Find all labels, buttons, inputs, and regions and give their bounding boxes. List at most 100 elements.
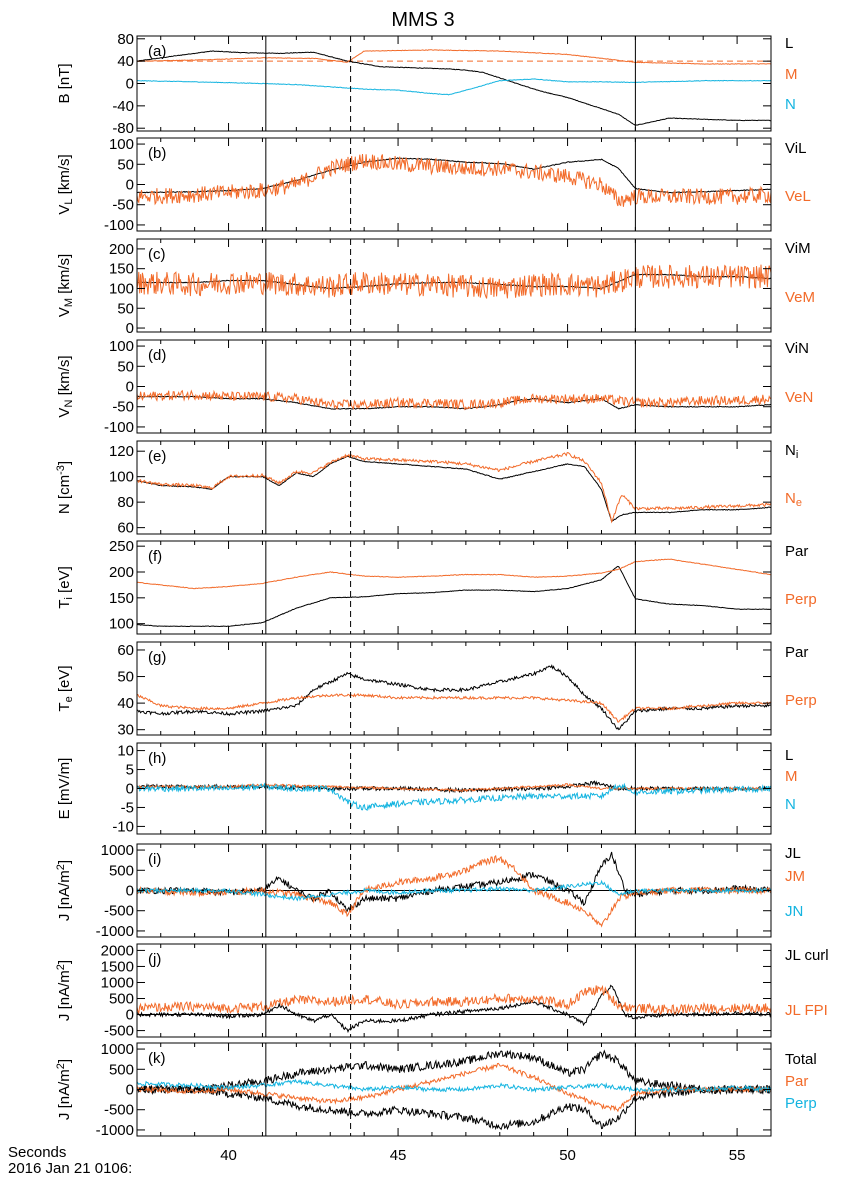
y-tick-label: -1000 — [96, 1122, 134, 1139]
panel-frame — [136, 943, 772, 1038]
panel-letter: (b) — [148, 145, 166, 162]
panel-letter: (g) — [148, 649, 166, 666]
legend-par: Par — [785, 543, 808, 560]
y-tick-label: 1000 — [101, 1041, 134, 1058]
series-par — [137, 1062, 771, 1113]
y-tick-label: 500 — [109, 991, 134, 1008]
panel-letter: (e) — [148, 448, 166, 465]
legend-jl-curl: JL curl — [785, 947, 829, 964]
panel-letter: (d) — [148, 347, 166, 364]
y-axis-label: VM [km/s] — [56, 254, 75, 317]
y-tick-label: 1000 — [101, 842, 134, 859]
y-axis-label: E [mV/m] — [56, 758, 73, 820]
panel-a: 80 40 0 -40 -80 (a) B [nT] LMN — [56, 31, 798, 137]
legend-par: Par — [785, 1073, 808, 1090]
panel-h: 10 5 0-5 -10 (h) E [mV/m] LMN — [56, 742, 798, 835]
series-m — [137, 49, 771, 65]
panel-letter: (a) — [148, 43, 166, 60]
series-perp — [137, 692, 771, 723]
series-ven — [137, 389, 771, 411]
y-tick-label: -500 — [104, 903, 134, 920]
footer-date: 2016 Jan 21 0106: — [8, 1160, 133, 1177]
panel-f: 250 200 150 100 (f) Ti [eV] Par Perp — [56, 538, 817, 635]
y-tick-label: -1000 — [96, 923, 134, 940]
legend-ven: VeN — [785, 389, 813, 406]
y-tick-label: -500 — [104, 1023, 134, 1040]
legend-perp: Perp — [785, 692, 817, 709]
panel-e: 120 100 80 60 (e) N [cm-3] Ni Ne — [55, 440, 802, 537]
series-n — [137, 78, 771, 96]
y-tick-label: 150 — [109, 261, 134, 278]
y-tick-label: 50 — [117, 300, 134, 317]
y-tick-label: 100 — [109, 338, 134, 355]
y-tick-label: 0 — [126, 76, 134, 93]
y-tick-label: 200 — [109, 241, 134, 258]
x-tick-label: 40 — [220, 1147, 237, 1164]
y-tick-label: -50 — [112, 197, 134, 214]
series-perp — [137, 1078, 771, 1094]
legend-ni: Ni — [785, 442, 798, 461]
footer-seconds: Seconds — [8, 1144, 67, 1161]
y-tick-label: 60 — [117, 520, 134, 537]
y-tick-label: -40 — [112, 98, 134, 115]
y-tick-label: 0 — [126, 1007, 134, 1024]
y-tick-label: -500 — [104, 1102, 134, 1119]
legend-jl-fpi: JL FPI — [785, 1002, 828, 1019]
y-tick-label: 0 — [126, 320, 134, 337]
legend-jn: JN — [785, 903, 803, 920]
series-jl-fpi — [137, 984, 771, 1016]
y-tick-label: 0 — [126, 883, 134, 900]
legend-l: L — [785, 35, 793, 52]
y-axis-label: Ti [eV] — [56, 566, 75, 608]
y-tick-label: 0 — [126, 1082, 134, 1099]
series-par — [137, 565, 771, 628]
legend-perp: Perp — [785, 1095, 817, 1112]
y-tick-label: 40 — [117, 53, 134, 70]
panel-frame — [136, 339, 772, 434]
series-vem — [137, 264, 771, 299]
y-tick-label: 100 — [109, 136, 134, 153]
y-tick-label: -100 — [104, 217, 134, 234]
y-tick-label: -10 — [112, 818, 134, 835]
panel-frame — [136, 540, 772, 635]
series-perp — [137, 558, 771, 590]
y-tick-label: 0 — [126, 177, 134, 194]
panel-g: 60 50 40 30 (g) Te [eV] Par Perp — [56, 641, 817, 739]
y-tick-label: 50 — [117, 156, 134, 173]
x-tick-label: 55 — [729, 1147, 746, 1164]
series-par — [137, 664, 771, 731]
series-l — [137, 50, 771, 126]
legend-total: Total — [785, 1051, 817, 1068]
y-tick-label: 50 — [117, 358, 134, 375]
x-tick-label: 50 — [559, 1147, 576, 1164]
series-n — [137, 782, 771, 811]
panel-letter: (i) — [148, 851, 161, 868]
legend-vem: VeM — [785, 289, 815, 306]
y-tick-label: 120 — [109, 443, 134, 460]
legend-jl: JL — [785, 845, 801, 862]
y-tick-label: 500 — [109, 1061, 134, 1078]
panel-k: 1000 500 0 -500 -1000 (k) J [nA/m2] Total Par Per… — [55, 1041, 817, 1139]
y-tick-label: 80 — [117, 31, 134, 48]
y-tick-label: 40 — [117, 695, 134, 712]
panel-letter: (h) — [148, 750, 166, 767]
legend-n: N — [785, 96, 796, 113]
y-axis-label: J [nA/m2] — [55, 860, 73, 921]
legend-vin: ViN — [785, 340, 809, 357]
y-tick-label: -50 — [112, 399, 134, 416]
y-axis-label: VN [km/s] — [56, 355, 75, 417]
y-tick-label: -5 — [121, 799, 134, 816]
y-tick-label: 30 — [117, 722, 134, 739]
y-tick-label: 500 — [109, 862, 134, 879]
panel-letter: (c) — [148, 246, 166, 263]
y-tick-label: 1000 — [101, 974, 134, 991]
series-jl-curl — [137, 984, 771, 1034]
y-tick-label: 150 — [109, 590, 134, 607]
panel-i: 1000 500 0 -500 -1000 (i) J [nA/m2] JL JM JN — [55, 842, 805, 940]
y-tick-label: 5 — [126, 762, 134, 779]
y-tick-label: 50 — [117, 669, 134, 686]
y-axis-label: Te [eV] — [56, 665, 75, 711]
y-axis-label: B [nT] — [56, 63, 73, 103]
